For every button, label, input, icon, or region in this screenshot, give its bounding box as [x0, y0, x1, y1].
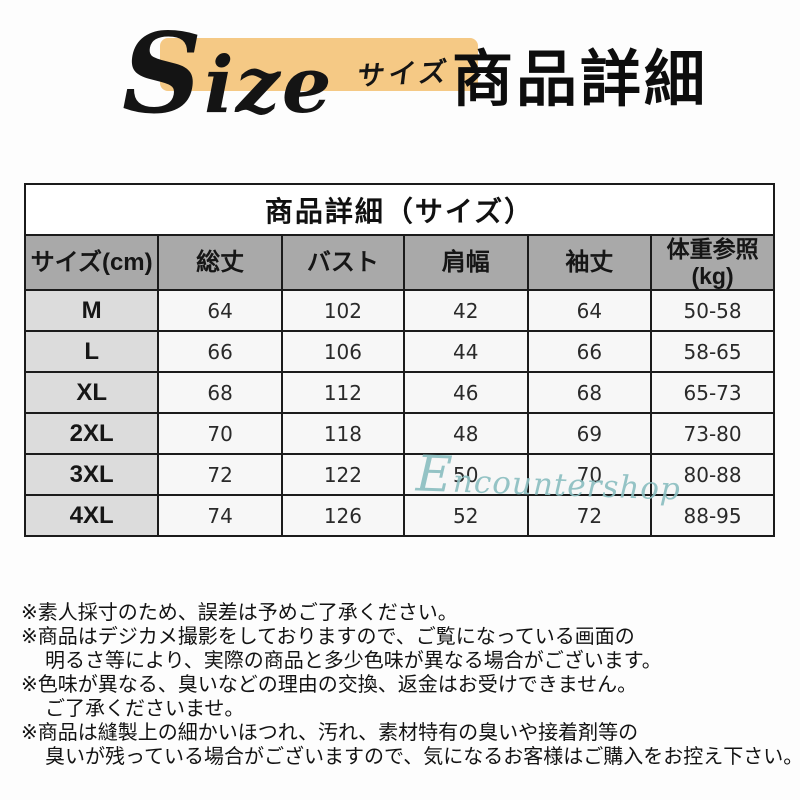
col-header-shoulder: 肩幅 [402, 234, 529, 291]
disclaimer-notes: ※素人採寸のため、誤差は予めご了承ください。 ※商品はデジカメ撮影をしております… [21, 601, 800, 769]
table-row: 3XL 72 122 50 70 80-88 [23, 453, 775, 496]
cell: 65-73 [650, 371, 775, 414]
cell: 118 [280, 412, 405, 455]
cell: 69 [526, 412, 653, 455]
row-label: L [23, 330, 160, 373]
row-label: 2XL [23, 412, 160, 455]
size-script-word: Size [122, 9, 334, 139]
size-japanese-label: サイズ [355, 56, 453, 92]
cell: 72 [526, 494, 653, 537]
cell: 106 [280, 330, 405, 373]
cell: 66 [157, 330, 283, 373]
cell: 44 [402, 330, 529, 373]
size-table: 商品詳細（サイズ） サイズ(cm) 総丈 バスト 肩幅 袖丈 体重参照(kg) … [23, 183, 775, 537]
page-title: 商品詳細 [452, 47, 709, 114]
col-header-total-length: 総丈 [157, 234, 283, 291]
row-label: XL [23, 371, 160, 414]
table-row: L 66 106 44 66 58-65 [23, 330, 775, 373]
size-table-section: 商品詳細（サイズ） サイズ(cm) 総丈 バスト 肩幅 袖丈 体重参照(kg) … [23, 183, 775, 537]
table-row: 2XL 70 118 48 69 73-80 [23, 412, 775, 455]
cell: 126 [280, 494, 405, 537]
cell: 70 [157, 412, 283, 455]
note-line: 臭いが残っている場合がございますので、気になるお客様はご購入をお控え下さい。 [45, 746, 800, 768]
note-line: 明るさ等により、実際の商品と多少色味が異なる場合がございます。 [45, 650, 662, 672]
cell: 112 [280, 371, 405, 414]
cell: 122 [280, 453, 405, 496]
col-header-size-cm: サイズ(cm) [23, 234, 160, 291]
col-header-bust: バスト [280, 234, 405, 291]
note-line: ※素人採寸のため、誤差は予めご了承ください。 [21, 602, 458, 624]
row-label: 3XL [23, 453, 160, 496]
cell: 48 [402, 412, 529, 455]
col-header-weight-kg: 体重参照(kg) [650, 234, 775, 291]
cell: 68 [157, 371, 283, 414]
table-row: 4XL 74 126 52 72 88-95 [23, 494, 775, 537]
cell: 70 [526, 453, 653, 496]
cell: 88-95 [650, 494, 775, 537]
cell: 64 [526, 289, 653, 332]
cell: 58-65 [650, 330, 775, 373]
cell: 66 [526, 330, 653, 373]
col-header-sleeve: 袖丈 [526, 234, 653, 291]
cell: 80-88 [650, 453, 775, 496]
note-line: ※商品はデジカメ撮影をしておりますので、ご覧になっている画面の [21, 626, 635, 648]
table-header-row: サイズ(cm) 総丈 バスト 肩幅 袖丈 体重参照(kg) [23, 234, 775, 291]
cell: 46 [402, 371, 529, 414]
table-row: M 64 102 42 64 50-58 [23, 289, 775, 332]
header-highlight-rect [160, 38, 478, 91]
cell: 52 [402, 494, 529, 537]
table-caption: 商品詳細（サイズ） [24, 183, 775, 236]
note-line: ご了承くださいませ。 [45, 698, 245, 720]
cell: 72 [157, 453, 283, 496]
cell: 50-58 [650, 289, 775, 332]
cell: 50 [402, 453, 529, 496]
cell: 68 [526, 371, 653, 414]
table-caption-row: 商品詳細（サイズ） [24, 183, 775, 236]
cell: 73-80 [650, 412, 775, 455]
table-row: XL 68 112 46 68 65-73 [23, 371, 775, 414]
note-line: ※色味が異なる、臭いなどの理由の交換、返金はお受けできません。 [21, 674, 638, 696]
cell: 102 [280, 289, 405, 332]
cell: 42 [402, 289, 529, 332]
row-label: 4XL [23, 494, 160, 537]
note-line: ※商品は縫製上の細かいほつれ、汚れ、素材特有の臭いや接着剤等の [21, 722, 639, 744]
row-label: M [23, 289, 160, 332]
cell: 74 [157, 494, 283, 537]
cell: 64 [157, 289, 283, 332]
